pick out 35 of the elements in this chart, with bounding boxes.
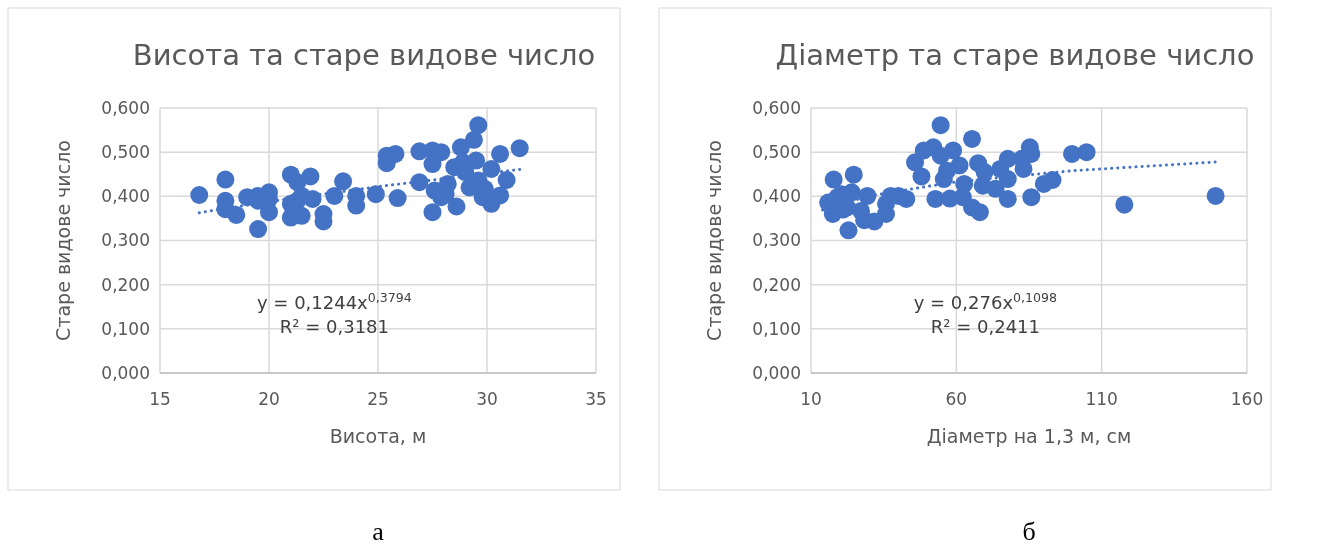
y-tick-label: 0,200 <box>752 274 801 295</box>
x-axis-title: Діаметр на 1,3 м, см <box>926 425 1132 447</box>
chart-title: Діаметр та старе видове число <box>775 38 1255 72</box>
y-tick-label: 0,500 <box>101 142 150 163</box>
y-tick-label: 0,100 <box>101 318 150 339</box>
annotation: R² = 0,2411 <box>930 316 1041 338</box>
annotation: y = 0,276x$^{0,1098}$ <box>913 289 1058 313</box>
x-tick-label: 30 <box>476 389 498 409</box>
chart-title: Висота та старе видове число <box>132 38 596 72</box>
x-tick-label: 15 <box>149 389 171 409</box>
text: б <box>1022 517 1036 546</box>
y-axis-title: Старе видове число <box>52 140 74 341</box>
y-tick-label: 0,300 <box>752 230 801 251</box>
annotation: y = 0,1244x$^{0,3794}$ <box>256 289 412 313</box>
y-tick-label: 0,200 <box>101 274 150 295</box>
x-tick-label: 20 <box>258 389 280 409</box>
x-tick-label: 160 <box>1230 389 1264 409</box>
x-tick-label: 35 <box>585 389 607 409</box>
text: а <box>372 517 385 546</box>
y-tick-label: 0,600 <box>101 97 150 118</box>
y-tick-label: 0,000 <box>101 362 150 383</box>
y-tick-label: 0,600 <box>752 97 801 118</box>
y-tick-label: 0,000 <box>752 362 801 383</box>
x-axis-title: Висота, м <box>329 425 427 447</box>
x-tick-label: 60 <box>945 389 968 409</box>
y-tick-label: 0,400 <box>752 186 801 207</box>
y-tick-label: 0,400 <box>101 186 150 207</box>
y-tick-label: 0,300 <box>101 230 150 251</box>
annotation: R² = 0,3181 <box>279 316 390 338</box>
y-axis-title: Старе видове число <box>703 140 725 341</box>
x-tick-label: 10 <box>800 389 822 409</box>
x-tick-label: 110 <box>1085 389 1118 409</box>
y-tick-label: 0,500 <box>752 142 801 163</box>
x-tick-label: 25 <box>367 389 389 409</box>
y-tick-label: 0,100 <box>752 318 801 339</box>
